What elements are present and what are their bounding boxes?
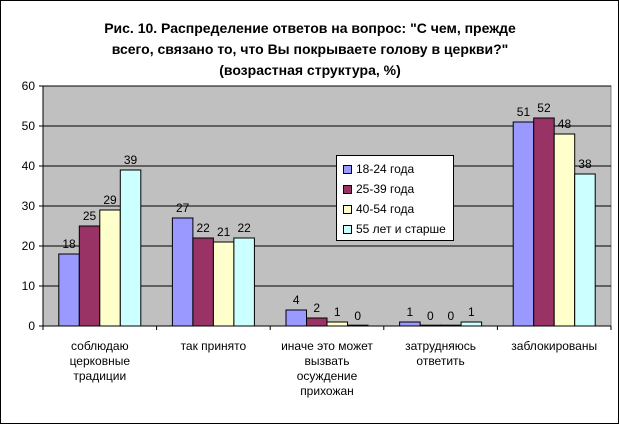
bar [285, 309, 307, 327]
bar [440, 324, 462, 327]
legend-swatch [343, 224, 352, 234]
x-tick-label: церковные [70, 354, 131, 368]
bar [419, 324, 442, 327]
bar [512, 121, 535, 327]
data-label: 0 [354, 309, 361, 323]
x-tick-label: соблюдаю [71, 339, 129, 353]
y-tick-label: 50 [22, 119, 36, 133]
bar [99, 209, 121, 327]
bar [553, 133, 576, 327]
bar [78, 225, 101, 327]
data-label: 51 [517, 105, 531, 119]
data-label: 22 [237, 221, 251, 235]
bar [233, 237, 255, 327]
chart-title-line-2: всего, связано то, что Вы покрываете гол… [111, 41, 509, 57]
bar [192, 237, 214, 327]
data-label: 2 [313, 301, 320, 315]
chart-title-line-3: (возрастная структура, %) [219, 62, 401, 78]
data-label: 1 [468, 305, 475, 319]
y-tick-label: 20 [22, 239, 36, 253]
legend-label: 25-39 года [356, 182, 415, 196]
data-label: 0 [427, 309, 434, 323]
data-label: 48 [558, 117, 572, 131]
data-label: 1 [407, 305, 414, 319]
chart-legend: 18-24 года 25-39 года 40-54 года 55 лет и с… [336, 155, 454, 241]
legend-item: 18-24 года [343, 159, 453, 179]
legend-swatch [343, 204, 352, 214]
x-tick-label: прихожан [300, 384, 354, 398]
y-tick-label: 60 [22, 79, 36, 93]
x-tick-label: традиции [73, 369, 126, 383]
data-label: 1 [334, 305, 341, 319]
data-label: 38 [578, 157, 592, 171]
x-tick-label: иначе это может [281, 339, 373, 353]
y-tick-label: 0 [28, 319, 35, 333]
legend-label: 55 лет и старше [356, 222, 446, 236]
bar [533, 117, 555, 327]
data-label: 4 [293, 293, 300, 307]
y-tick-label: 10 [22, 279, 36, 293]
data-label: 52 [537, 101, 551, 115]
x-tick-label: ответить [416, 354, 464, 368]
legend-label: 18-24 года [356, 162, 415, 176]
data-label: 0 [448, 309, 455, 323]
bar [119, 169, 142, 327]
bar [399, 321, 421, 327]
y-tick-label: 30 [22, 199, 36, 213]
x-tick-label: осуждение [297, 369, 358, 383]
y-tick-label: 40 [22, 159, 36, 173]
legend-item: 25-39 года [343, 179, 453, 199]
x-tick-label: затрудняюсь [405, 339, 476, 353]
x-tick-label: вызвать [305, 354, 350, 368]
bar [460, 321, 483, 327]
chart-title: Рис. 10. Распределение ответов на вопрос… [40, 18, 580, 81]
data-label: 22 [196, 221, 210, 235]
data-label: 27 [176, 201, 190, 215]
bar [326, 321, 348, 327]
data-label: 18 [62, 237, 76, 251]
x-tick-label: заблокированы [511, 339, 597, 353]
bar [347, 324, 369, 327]
data-label: 39 [124, 153, 138, 167]
bar [306, 317, 328, 327]
bar [574, 173, 596, 327]
bar [212, 241, 235, 327]
x-tick-label: так принято [181, 339, 247, 353]
legend-item: 55 лет и старше [343, 219, 453, 239]
chart-title-line-1: Рис. 10. Распределение ответов на вопрос… [104, 20, 516, 36]
legend-item: 40-54 года [343, 199, 453, 219]
legend-swatch [343, 184, 352, 194]
data-label: 25 [83, 209, 97, 223]
data-label: 21 [217, 225, 231, 239]
bar [171, 217, 194, 327]
bar [58, 253, 80, 327]
data-label: 29 [103, 193, 117, 207]
legend-label: 40-54 года [356, 202, 415, 216]
legend-swatch [343, 164, 352, 174]
